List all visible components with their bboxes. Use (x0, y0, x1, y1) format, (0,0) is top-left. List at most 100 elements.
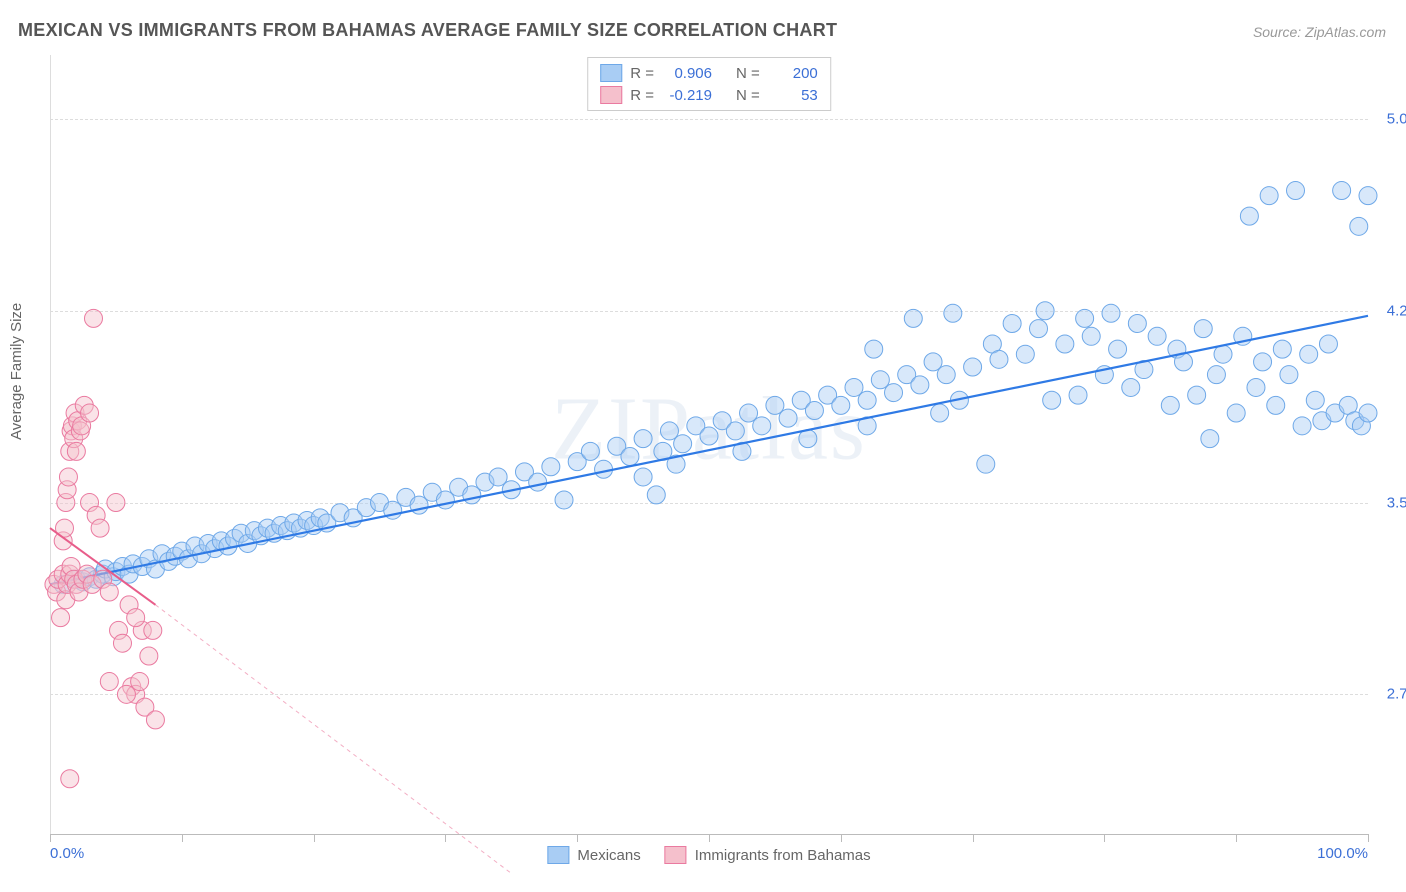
data-point-mexicans (964, 358, 982, 376)
data-point-mexicans (1359, 187, 1377, 205)
data-point-mexicans (634, 468, 652, 486)
source-prefix: Source: (1253, 24, 1305, 40)
data-point-mexicans (1260, 187, 1278, 205)
data-point-mexicans (1300, 345, 1318, 363)
data-point-mexicans (1247, 378, 1265, 396)
data-point-mexicans (1188, 386, 1206, 404)
x-tick (445, 834, 446, 842)
x-tick (1104, 834, 1105, 842)
swatch-bahamas (665, 846, 687, 864)
data-point-mexicans (1201, 430, 1219, 448)
data-point-mexicans (700, 427, 718, 445)
x-tick (1236, 834, 1237, 842)
data-point-mexicans (779, 409, 797, 427)
y-tick-label: 5.00 (1387, 110, 1406, 127)
y-tick-label: 3.50 (1387, 494, 1406, 511)
legend-label-mexicans: Mexicans (577, 847, 640, 864)
data-point-mexicans (1109, 340, 1127, 358)
data-point-mexicans (647, 486, 665, 504)
x-tick (1368, 834, 1369, 842)
data-point-mexicans (753, 417, 771, 435)
data-point-bahamas (52, 609, 70, 627)
bottom-legend: Mexicans Immigrants from Bahamas (547, 846, 870, 864)
y-tick-label: 4.25 (1387, 302, 1406, 319)
stats-row-bahamas: R = -0.219 N = 53 (600, 84, 818, 106)
source-name: ZipAtlas.com (1305, 24, 1386, 40)
data-point-mexicans (1043, 391, 1061, 409)
data-point-mexicans (1293, 417, 1311, 435)
x-tick (709, 834, 710, 842)
data-point-bahamas (84, 309, 102, 327)
data-point-bahamas (113, 634, 131, 652)
plot-area: ZIPatlas 2.753.504.255.00 0.0%100.0% R =… (50, 55, 1368, 835)
data-point-mexicans (885, 384, 903, 402)
data-point-bahamas (91, 519, 109, 537)
y-axis-label: Average Family Size (8, 303, 25, 440)
data-point-mexicans (1333, 182, 1351, 200)
legend-item-bahamas: Immigrants from Bahamas (665, 846, 871, 864)
data-point-bahamas (61, 770, 79, 788)
data-point-bahamas (100, 673, 118, 691)
x-tick (577, 834, 578, 842)
data-point-mexicans (937, 366, 955, 384)
stats-row-mexicans: R = 0.906 N = 200 (600, 62, 818, 84)
regression-extrapolation-bahamas (155, 605, 511, 874)
data-point-mexicans (581, 442, 599, 460)
data-point-mexicans (1194, 320, 1212, 338)
stats-box: R = 0.906 N = 200 R = -0.219 N = 53 (587, 57, 831, 111)
data-point-mexicans (674, 435, 692, 453)
data-point-mexicans (1207, 366, 1225, 384)
data-point-mexicans (904, 309, 922, 327)
swatch-mexicans (547, 846, 569, 864)
data-point-mexicans (865, 340, 883, 358)
swatch-bahamas (600, 86, 622, 104)
data-point-mexicans (1227, 404, 1245, 422)
data-point-mexicans (1280, 366, 1298, 384)
data-point-bahamas (146, 711, 164, 729)
data-point-mexicans (1350, 217, 1368, 235)
n-value-bahamas: 53 (768, 87, 818, 104)
data-point-mexicans (1069, 386, 1087, 404)
data-point-mexicans (1214, 345, 1232, 363)
data-point-mexicans (1161, 396, 1179, 414)
data-point-bahamas (117, 685, 135, 703)
data-point-mexicans (726, 422, 744, 440)
data-point-mexicans (990, 350, 1008, 368)
data-point-bahamas (67, 442, 85, 460)
data-point-mexicans (1102, 304, 1120, 322)
data-point-mexicans (1003, 315, 1021, 333)
scatter-svg (50, 55, 1368, 834)
data-point-mexicans (1287, 182, 1305, 200)
y-tick-label: 2.75 (1387, 686, 1406, 703)
swatch-mexicans (600, 64, 622, 82)
n-label: N = (736, 87, 760, 104)
data-point-bahamas (59, 468, 77, 486)
data-point-mexicans (1036, 302, 1054, 320)
data-point-mexicans (977, 455, 995, 473)
data-point-mexicans (1240, 207, 1258, 225)
data-point-mexicans (1076, 309, 1094, 327)
data-point-mexicans (1306, 391, 1324, 409)
data-point-mexicans (944, 304, 962, 322)
data-point-mexicans (1128, 315, 1146, 333)
x-tick (314, 834, 315, 842)
data-point-mexicans (529, 473, 547, 491)
regression-line-mexicans (50, 316, 1368, 585)
data-point-mexicans (911, 376, 929, 394)
x-tick (50, 834, 51, 842)
x-tick (841, 834, 842, 842)
x-tick (182, 834, 183, 842)
x-tick (973, 834, 974, 842)
data-point-mexicans (555, 491, 573, 509)
data-point-bahamas (140, 647, 158, 665)
data-point-bahamas (107, 494, 125, 512)
x-tick-label: 0.0% (50, 845, 84, 862)
data-point-mexicans (931, 404, 949, 422)
data-point-mexicans (542, 458, 560, 476)
data-point-mexicans (1148, 327, 1166, 345)
data-point-mexicans (1267, 396, 1285, 414)
data-point-mexicans (1359, 404, 1377, 422)
legend-label-bahamas: Immigrants from Bahamas (695, 847, 871, 864)
data-point-mexicans (621, 448, 639, 466)
n-label: N = (736, 65, 760, 82)
